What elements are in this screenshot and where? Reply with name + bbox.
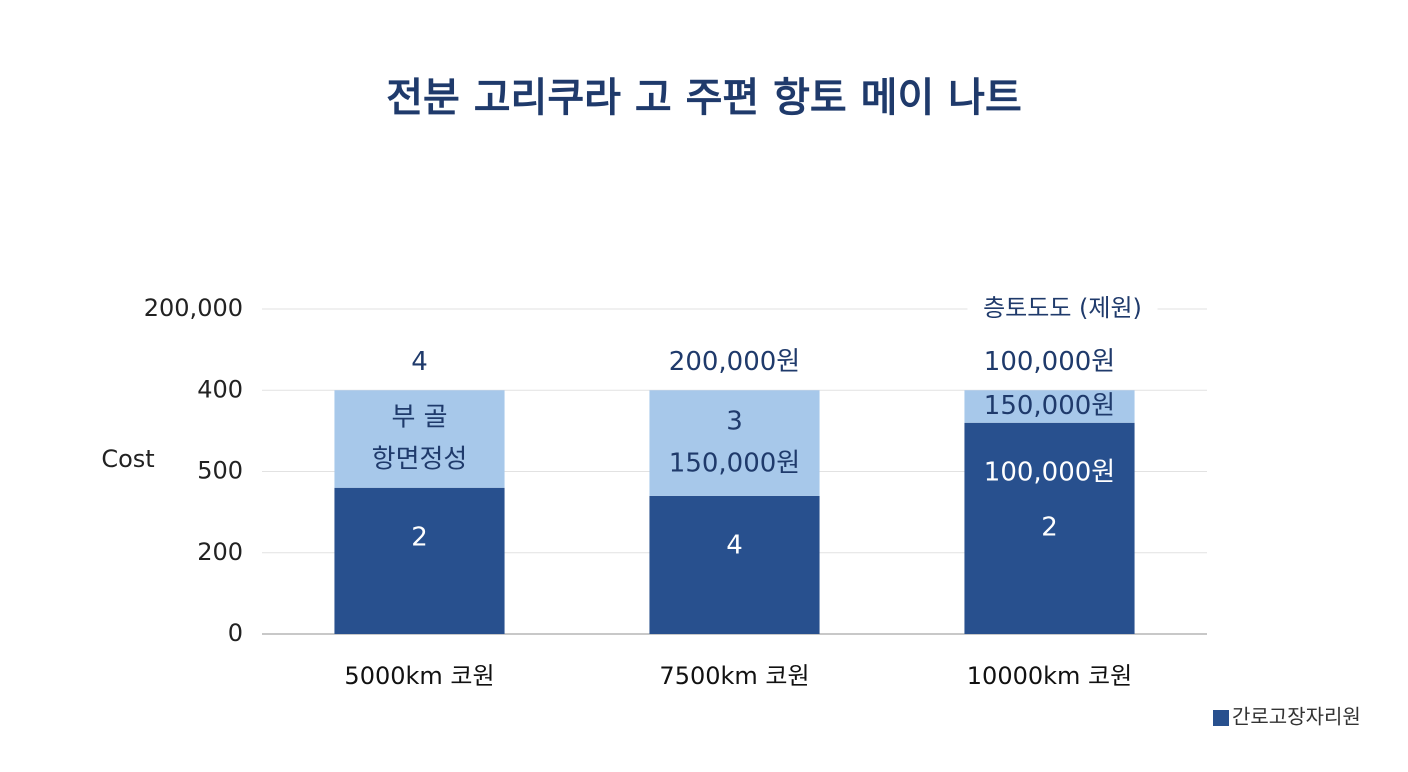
bar-top-label: 4: [411, 347, 428, 377]
bar-top-label: 100,000원: [984, 347, 1115, 377]
annotation: 층토도도 (제원): [983, 294, 1142, 322]
bar-label: 3: [726, 407, 743, 437]
y-tick-label: 200: [197, 538, 243, 566]
bar-top-label: 200,000원: [669, 347, 800, 377]
bar-label: 2: [411, 522, 428, 552]
y-tick-label: 0: [228, 619, 243, 647]
chart-title: 전분 고리쿠라 고 주편 항토 메이 나트: [386, 75, 1022, 121]
legend-label: 간로고장자리원: [1232, 705, 1361, 729]
bar-label: 4: [726, 530, 743, 560]
bar-label: 150,000원: [669, 449, 800, 479]
bar-label: 2: [1041, 512, 1058, 542]
bar-label: 100,000원: [984, 457, 1115, 487]
y-tick-label: 500: [197, 457, 243, 485]
annotation-bg: [967, 291, 1158, 327]
x-tick-label: 7500km 코원: [659, 662, 809, 690]
bar-segment: [964, 390, 1135, 423]
bar-label: 항면정성: [372, 445, 468, 475]
bar-label: 부 골: [391, 403, 447, 433]
x-tick-label: 5000km 코원: [344, 662, 494, 690]
bar-segment: [964, 422, 1135, 634]
legend-swatch: [1213, 710, 1229, 726]
bar-segment: [649, 390, 820, 496]
x-tick-label: 10000km 코원: [967, 662, 1132, 690]
y-axis-label: Cost: [101, 445, 154, 473]
y-tick-label: 400: [197, 375, 243, 403]
y-tick-label: 200,000: [144, 294, 243, 322]
bar-segment: [334, 390, 505, 488]
bar-segment: [334, 487, 505, 634]
bar-label: 150,000원: [984, 391, 1115, 421]
bar-segment: [649, 495, 820, 634]
